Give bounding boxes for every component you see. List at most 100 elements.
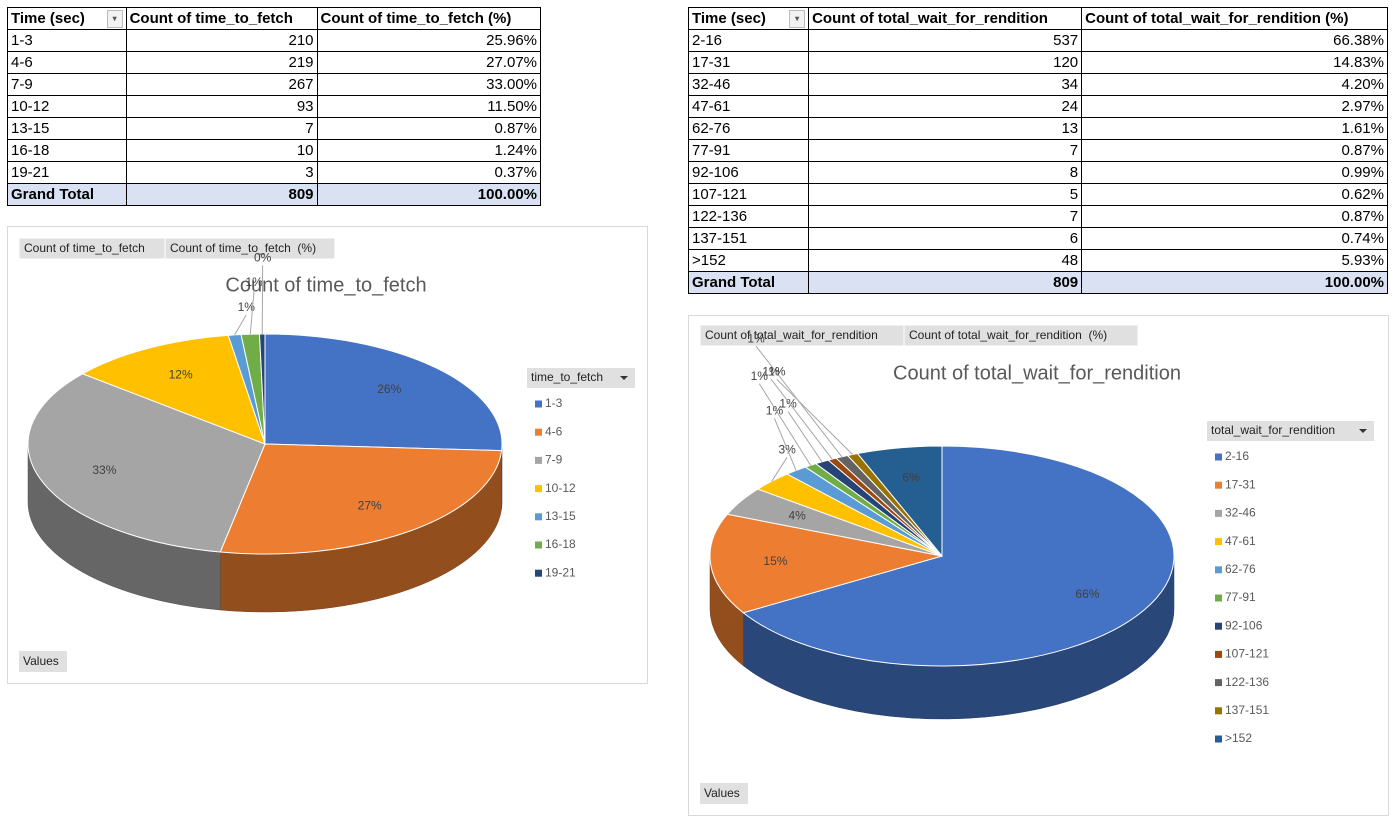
legend-label: 4-6 (545, 424, 563, 438)
cell-text: 1.24% (494, 141, 537, 159)
cell-text: Count of time_to_fetch (129, 9, 293, 27)
cell-text: 0.37% (494, 163, 537, 181)
cell-text: 93 (296, 97, 314, 115)
data-label: 4% (789, 509, 807, 523)
table-cell: 100.00% (316, 183, 542, 206)
legend-swatch (1215, 481, 1222, 489)
cell-text: 92-106 (692, 163, 739, 181)
cell-text: 7 (1069, 141, 1079, 159)
table-cell: 809 (808, 271, 1083, 294)
cell-text: 809 (288, 185, 314, 203)
cell-text: >152 (692, 251, 726, 269)
legend-label: 13-15 (545, 509, 576, 523)
cell-text: 0.87% (1341, 141, 1384, 159)
data-label: 15% (763, 554, 787, 568)
legend-label: 77-91 (1225, 590, 1256, 604)
cell-text: 100.00% (477, 185, 537, 203)
table-cell: Grand Total (687, 271, 810, 294)
filter-dropdown[interactable]: ▾ (106, 9, 123, 28)
data-label: 6% (902, 470, 920, 484)
cell-text: 1-3 (11, 31, 33, 49)
legend-swatch (1215, 650, 1222, 658)
legend-label: >152 (1225, 731, 1252, 745)
cell-text: 48 (1061, 251, 1079, 269)
data-label: 1% (768, 364, 786, 378)
axis-field-button[interactable] (19, 651, 67, 672)
cell-text: Count of time_to_fetch (%) (320, 9, 512, 27)
legend-label: 62-76 (1225, 562, 1256, 576)
legend-swatch (1215, 707, 1222, 715)
cell-text: 267 (288, 75, 314, 93)
table-cell: Count of time_to_fetch (125, 7, 318, 30)
cell-text: 7 (305, 119, 314, 137)
cell-text: Grand Total (11, 185, 95, 203)
filter-dropdown[interactable]: ▾ (789, 9, 806, 28)
table-row: 16-18 10 1.24% (7, 139, 542, 162)
axis-field-button[interactable] (700, 783, 748, 804)
table-row: Time (sec) ▾ Count of total_wait_for_rendi… (687, 7, 1388, 30)
legend-swatch (1215, 679, 1222, 687)
cell-text: 3 (305, 163, 314, 181)
cell-text: 8 (1069, 163, 1079, 181)
legend-label: 10-12 (545, 481, 576, 495)
leader-line (770, 378, 833, 460)
chart-title: Count of total_wait_for_rendition (893, 362, 1181, 384)
cell-text: 4.20% (1341, 75, 1384, 93)
field-button-label: Count of time_to_fetch (24, 241, 145, 255)
leader-line (771, 457, 788, 482)
cell-text: Count of total_wait_for_rendition (812, 9, 1048, 27)
data-label: 33% (92, 463, 116, 477)
cell-text: 77-91 (692, 141, 731, 159)
legend-field-button[interactable] (527, 368, 635, 388)
field-button-label: Count of total_wait_for_rendition (705, 328, 878, 342)
legend-label: 16-18 (545, 537, 576, 551)
data-label: 66% (1075, 587, 1099, 601)
legend-label: 122-136 (1225, 675, 1269, 689)
cell-text: 0.87% (1341, 207, 1384, 225)
table-cell: 4.20% (1081, 73, 1388, 96)
cell-text: Count of total_wait_for_rendition (%) (1085, 9, 1349, 27)
leader-line (234, 314, 247, 336)
table-row: 17-31 120 14.83% (687, 51, 1388, 74)
data-label: 1% (751, 369, 769, 383)
table-cell: Grand Total (7, 183, 127, 206)
legend-title: total_wait_for_rendition (1211, 423, 1335, 437)
axis-field-label: Values (704, 786, 740, 800)
cell-text: 2.97% (1341, 97, 1384, 115)
legend-field-button[interactable] (1207, 421, 1374, 441)
cell-text: 0.99% (1341, 163, 1384, 181)
pie-slice (264, 333, 503, 452)
table-cell: 27.07% (316, 51, 542, 74)
pie-slice (27, 373, 266, 553)
legend-label: 1-3 (545, 396, 563, 410)
leader-line (776, 378, 853, 455)
leader-line (758, 383, 812, 466)
cell-text: 16-18 (11, 141, 50, 159)
table-cell: 809 (125, 183, 318, 206)
axis-field-label: Values (23, 654, 59, 668)
cell-text: 537 (1053, 31, 1079, 49)
legend-label: 47-61 (1225, 534, 1256, 548)
leader-line (787, 411, 823, 463)
data-label: 1% (747, 331, 765, 345)
field-button-label: Count of time_to_fetch (%) (170, 241, 316, 255)
table-cell: 100.00% (1081, 271, 1388, 294)
table-row: Grand Total 809 100.00% (687, 271, 1388, 294)
legend-swatch (1215, 538, 1222, 546)
legend-swatch (1215, 453, 1222, 461)
legend-swatch (535, 400, 542, 408)
table-row: >152 48 5.93% (687, 249, 1388, 272)
legend-label: 19-21 (545, 565, 576, 579)
cell-text: 0.74% (1341, 229, 1384, 247)
legend-label: 137-151 (1225, 703, 1269, 717)
cell-text: 7 (1069, 207, 1079, 225)
legend-swatch (535, 569, 542, 577)
legend-swatch (1215, 622, 1222, 630)
cell-text: 32-46 (692, 75, 731, 93)
cell-text: 10-12 (11, 97, 50, 115)
field-button[interactable] (903, 324, 1139, 347)
table-cell: 122-136 (687, 205, 810, 228)
cell-text: 33.00% (486, 75, 537, 93)
pie-slice (219, 443, 503, 555)
field-button[interactable] (164, 237, 336, 260)
